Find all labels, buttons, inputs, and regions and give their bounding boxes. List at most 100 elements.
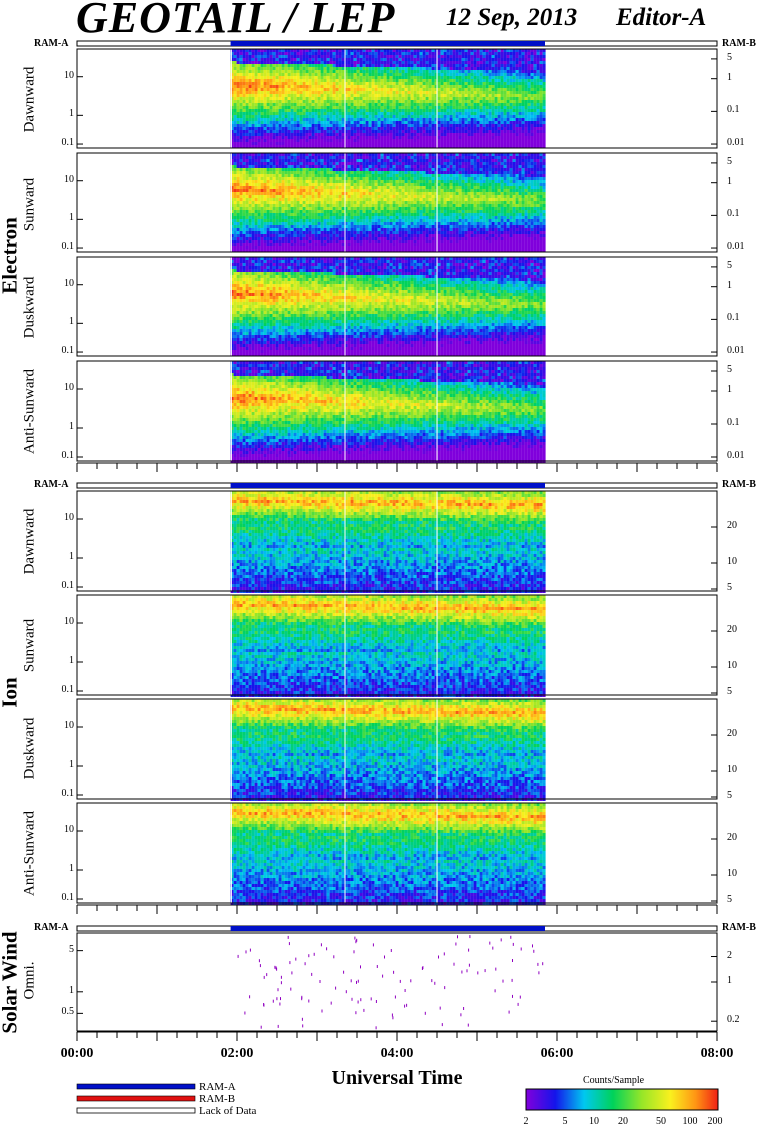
heatmap-cell (333, 58, 336, 61)
heatmap-cell (330, 189, 333, 192)
heatmap-cell (354, 106, 357, 109)
heatmap-cell (405, 55, 408, 58)
heatmap-cell (501, 79, 504, 82)
heatmap-cell (249, 180, 252, 183)
heatmap-cell (366, 222, 369, 225)
heatmap-cell (417, 55, 420, 58)
heatmap-cell (243, 112, 246, 115)
heatmap-cell (348, 91, 351, 94)
heatmap-cell (468, 121, 471, 124)
heatmap-cell (321, 168, 324, 171)
heatmap-cell (327, 97, 330, 100)
heatmap-cell (243, 82, 246, 85)
heatmap-cell (537, 115, 540, 118)
heatmap-cell (306, 133, 309, 136)
heatmap-cell (405, 100, 408, 103)
heatmap-cell (408, 106, 411, 109)
heatmap-cell (357, 133, 360, 136)
heatmap-cell (261, 127, 264, 130)
heatmap-cell (273, 201, 276, 204)
heatmap-cell (294, 228, 297, 231)
heatmap-cell (351, 240, 354, 243)
heatmap-cell (330, 118, 333, 121)
heatmap-cell (339, 216, 342, 219)
heatmap-cell (261, 207, 264, 210)
heatmap-cell (456, 94, 459, 97)
heatmap-cell (267, 85, 270, 88)
heatmap-cell (261, 216, 264, 219)
heatmap-cell (354, 97, 357, 100)
heatmap-cell (318, 52, 321, 55)
heatmap-cell (318, 73, 321, 76)
heatmap-cell (504, 97, 507, 100)
heatmap-cell (420, 133, 423, 136)
heatmap-cell (453, 85, 456, 88)
heatmap-cell (237, 207, 240, 210)
heatmap-cell (306, 121, 309, 124)
heatmap-cell (420, 112, 423, 115)
heatmap-cell (447, 103, 450, 106)
heatmap-cell (450, 103, 453, 106)
heatmap-cell (282, 210, 285, 213)
heatmap-cell (390, 97, 393, 100)
heatmap-cell (342, 192, 345, 195)
heatmap-cell (483, 118, 486, 121)
heatmap-cell (399, 103, 402, 106)
heatmap-cell (279, 228, 282, 231)
heatmap-cell (252, 70, 255, 73)
heatmap-cell (513, 100, 516, 103)
heatmap-cell (267, 246, 270, 249)
heatmap-cell (408, 136, 411, 139)
heatmap-cell (243, 61, 246, 64)
heatmap-cell (474, 97, 477, 100)
heatmap-cell (324, 228, 327, 231)
heatmap-cell (273, 121, 276, 124)
heatmap-cell (354, 162, 357, 165)
heatmap-cell (240, 91, 243, 94)
heatmap-cell (315, 174, 318, 177)
heatmap-cell (507, 82, 510, 85)
heatmap-cell (465, 118, 468, 121)
heatmap-cell (543, 142, 546, 145)
heatmap-cell (423, 94, 426, 97)
heatmap-cell (360, 234, 363, 237)
heatmap-cell (285, 234, 288, 237)
heatmap-cell (420, 61, 423, 64)
heatmap-cell (333, 168, 336, 171)
heatmap-cell (351, 85, 354, 88)
heatmap-cell (351, 61, 354, 64)
heatmap-cell (477, 112, 480, 115)
heatmap-cell (357, 136, 360, 139)
heatmap-cell (510, 55, 513, 58)
heatmap-cell (510, 139, 513, 142)
heatmap-cell (300, 139, 303, 142)
heatmap-cell (474, 88, 477, 91)
heatmap-cell (483, 76, 486, 79)
heatmap-cell (297, 85, 300, 88)
heatmap-cell (291, 159, 294, 162)
heatmap-cell (264, 88, 267, 91)
heatmap-cell (237, 133, 240, 136)
heatmap-cell (393, 112, 396, 115)
heatmap-cell (234, 97, 237, 100)
heatmap-cell (309, 118, 312, 121)
heatmap-cell (465, 130, 468, 133)
heatmap-cell (525, 118, 528, 121)
heatmap-cell (420, 94, 423, 97)
heatmap-cell (300, 228, 303, 231)
heatmap-cell (255, 159, 258, 162)
heatmap-cell (513, 121, 516, 124)
heatmap-cell (354, 115, 357, 118)
heatmap-cell (306, 100, 309, 103)
heatmap-cell (240, 171, 243, 174)
heatmap-cell (279, 121, 282, 124)
heatmap-cell (348, 168, 351, 171)
heatmap-cell (297, 225, 300, 228)
heatmap-cell (366, 73, 369, 76)
heatmap-cell (513, 112, 516, 115)
heatmap-cell (354, 207, 357, 210)
heatmap-cell (336, 246, 339, 249)
heatmap-cell (354, 180, 357, 183)
heatmap-cell (363, 79, 366, 82)
heatmap-cell (234, 201, 237, 204)
